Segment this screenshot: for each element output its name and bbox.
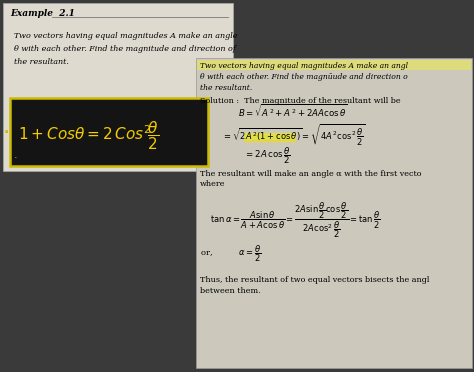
Bar: [3, 3, 233, 171]
Text: $B = \sqrt{A^{\,2}+A^{\,2}+2AA\cos\theta}$: $B = \sqrt{A^{\,2}+A^{\,2}+2AA\cos\theta…: [238, 103, 347, 121]
Text: .: .: [4, 122, 9, 136]
Bar: [196, 58, 472, 368]
Bar: [10, 98, 208, 166]
Text: Two vectors having equal magnitudes A make an angle: Two vectors having equal magnitudes A ma…: [14, 32, 237, 40]
Text: Example  2.1: Example 2.1: [10, 9, 75, 18]
Text: the resultant.: the resultant.: [14, 58, 69, 66]
Text: θ with each other. Find the magnūude and direction o: θ with each other. Find the magnūude and…: [200, 73, 408, 81]
Text: between them.: between them.: [200, 287, 261, 295]
Text: the resultant.: the resultant.: [200, 84, 252, 92]
Text: Solution :  The magnitude of the resultant will be: Solution : The magnitude of the resultan…: [200, 97, 401, 105]
Text: The resultant will make an angle α with the first vecto: The resultant will make an angle α with …: [200, 170, 421, 178]
Bar: [197, 60, 471, 70]
Text: $= \sqrt{2A^{\,2}(1+\cos\theta)} = \sqrt{4A^{\,2}\cos^2\dfrac{\theta}{2}}$: $= \sqrt{2A^{\,2}(1+\cos\theta)} = \sqrt…: [222, 122, 366, 147]
Text: where: where: [200, 180, 226, 188]
Text: $\tan\alpha = \dfrac{A\sin\theta}{A+A\cos\theta} = \dfrac{2A\sin\dfrac{\theta}{2: $\tan\alpha = \dfrac{A\sin\theta}{A+A\co…: [210, 200, 381, 240]
Text: $= 2A\,\cos\dfrac{\theta}{2}$: $= 2A\,\cos\dfrac{\theta}{2}$: [244, 145, 291, 166]
Text: Thus, the resultant of two equal vectors bisects the angl: Thus, the resultant of two equal vectors…: [200, 276, 429, 284]
Text: Two vectors having equal magnitudes A make an angl: Two vectors having equal magnitudes A ma…: [200, 62, 408, 70]
Text: θ with each other. Find the magnitude and direction of: θ with each other. Find the magnitude an…: [14, 45, 236, 53]
Text: .: .: [14, 150, 18, 160]
Bar: [244, 133, 296, 140]
Text: $1 + Cos\theta = 2\,Cos^2\!\dfrac{\theta}{2}$: $1 + Cos\theta = 2\,Cos^2\!\dfrac{\theta…: [18, 120, 160, 153]
Text: or,          $\alpha = \dfrac{\theta}{2}$: or, $\alpha = \dfrac{\theta}{2}$: [200, 243, 262, 264]
